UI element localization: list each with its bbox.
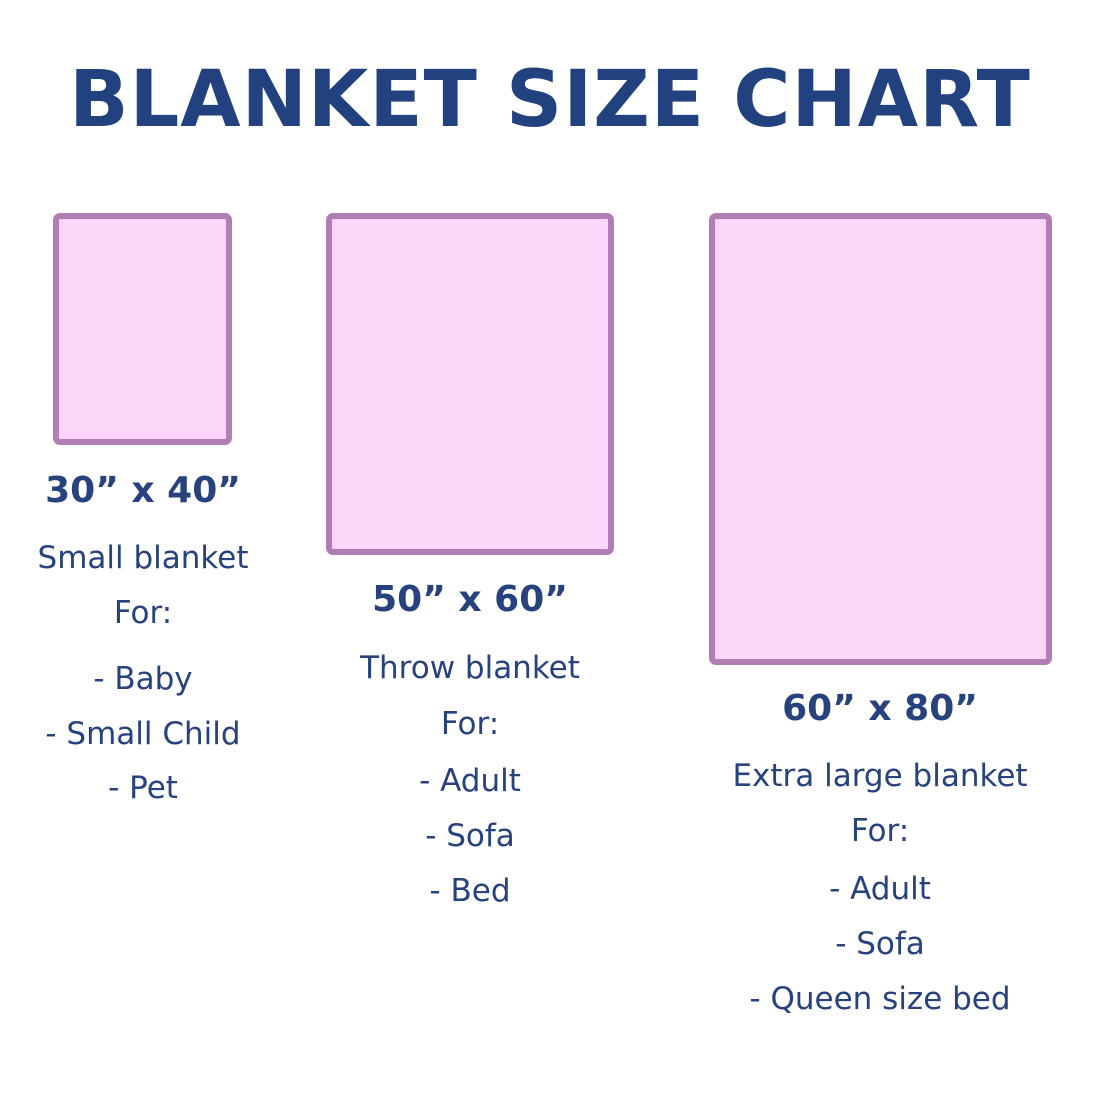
blanket-name: Throw blanket xyxy=(360,650,580,686)
size-label: 60” x 80” xyxy=(782,688,978,729)
use-item: - Adult xyxy=(829,871,931,907)
small-blanket-shape xyxy=(53,213,232,445)
use-item: - Small Child xyxy=(45,716,241,752)
use-item: - Sofa xyxy=(835,926,925,962)
use-item: - Pet xyxy=(108,770,178,806)
blanket-name: Small blanket xyxy=(37,540,249,576)
size-label: 50” x 60” xyxy=(372,579,568,620)
use-item: - Queen size bed xyxy=(749,981,1011,1017)
for-label: For: xyxy=(850,813,910,849)
for-label: For: xyxy=(113,595,173,631)
use-item: - Bed xyxy=(429,873,511,909)
throw-blanket-shape xyxy=(326,213,614,555)
page-title: BLANKET SIZE CHART xyxy=(69,55,1031,145)
extra-large-blanket-shape xyxy=(709,213,1052,665)
for-label: For: xyxy=(440,706,500,742)
size-label: 30” x 40” xyxy=(45,470,241,511)
use-item: - Baby xyxy=(93,661,193,697)
use-item: - Sofa xyxy=(425,818,515,854)
use-item: - Adult xyxy=(419,763,521,799)
blanket-name: Extra large blanket xyxy=(732,758,1028,794)
